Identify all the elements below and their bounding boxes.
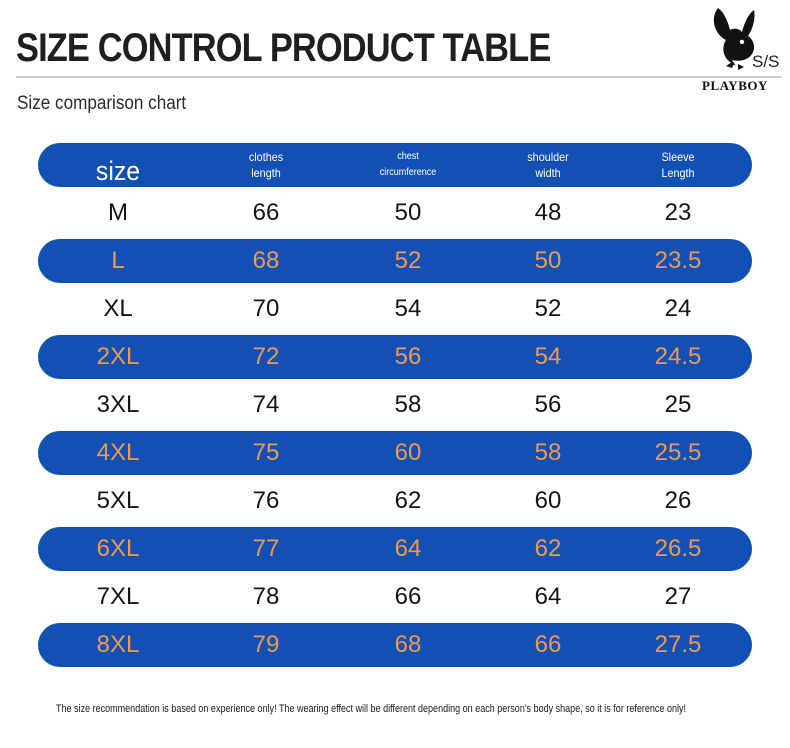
header-sleeve-length: Sleeve Length [614, 149, 742, 181]
season-label: S/S [752, 52, 780, 71]
cell-size: 5XL [96, 487, 140, 514]
cell-size: 8XL [96, 631, 140, 658]
cell-size: L [111, 247, 125, 274]
cell-clothes-length: 77 [252, 535, 280, 562]
header-line: clothes [248, 150, 284, 164]
cell-size: M [108, 199, 128, 226]
cell-shoulder: 50 [534, 247, 562, 274]
cell-chest: 64 [394, 535, 422, 562]
cell-shoulder: 66 [534, 631, 562, 658]
cell-sleeve: 27 [664, 583, 692, 610]
table-row: 2XL 72 56 54 24.5 [38, 335, 752, 379]
cell-shoulder: 54 [534, 343, 562, 370]
brand-wordmark: PLAYBOY [702, 78, 768, 93]
cell-size: 2XL [96, 343, 140, 370]
cell-chest: 68 [394, 631, 422, 658]
header-clothes-length: clothes length [198, 149, 334, 181]
header-line: circumference [379, 167, 437, 178]
table-row: M 66 50 48 23 [38, 191, 752, 235]
table-row: 8XL 79 68 66 27.5 [38, 623, 752, 667]
cell-shoulder: 62 [534, 535, 562, 562]
header-line: Length [661, 166, 695, 180]
bunny-head-icon [713, 8, 755, 70]
cell-chest: 52 [394, 247, 422, 274]
header-line: shoulder [527, 150, 569, 164]
cell-shoulder: 48 [534, 199, 562, 226]
cell-size: 6XL [96, 535, 140, 562]
header-line: Sleeve [661, 150, 695, 164]
table-row: L 68 52 50 23.5 [38, 239, 752, 283]
cell-clothes-length: 78 [252, 583, 280, 610]
cell-clothes-length: 75 [252, 439, 280, 466]
disclaimer-note: The size recommendation is based on expe… [56, 703, 686, 715]
cell-clothes-length: 68 [252, 247, 280, 274]
cell-chest: 54 [394, 295, 422, 322]
cell-chest: 56 [394, 343, 422, 370]
cell-sleeve: 25 [664, 391, 692, 418]
page-title: SIZE CONTROL PRODUCT TABLE [16, 26, 551, 70]
cell-sleeve: 25.5 [654, 439, 702, 466]
title-divider [16, 76, 782, 78]
header-line: width [535, 166, 561, 180]
cell-size: 7XL [96, 583, 140, 610]
cell-shoulder: 60 [534, 487, 562, 514]
cell-sleeve: 26.5 [654, 535, 702, 562]
cell-shoulder: 58 [534, 439, 562, 466]
cell-chest: 66 [394, 583, 422, 610]
cell-shoulder: 64 [534, 583, 562, 610]
table-row: 7XL 78 66 64 27 [38, 575, 752, 619]
cell-size: XL [103, 295, 133, 322]
cell-clothes-length: 72 [252, 343, 280, 370]
cell-clothes-length: 79 [252, 631, 280, 658]
cell-sleeve: 23.5 [654, 247, 702, 274]
cell-shoulder: 52 [534, 295, 562, 322]
cell-sleeve: 26 [664, 487, 692, 514]
cell-shoulder: 56 [534, 391, 562, 418]
cell-chest: 62 [394, 487, 422, 514]
header-chest-circumference: chest circumference [334, 149, 482, 181]
cell-clothes-length: 66 [252, 199, 280, 226]
table-row: XL 70 54 52 24 [38, 287, 752, 331]
table-row: 3XL 74 58 56 25 [38, 383, 752, 427]
cell-size: 3XL [96, 391, 140, 418]
header-line: chest [397, 151, 419, 162]
cell-chest: 58 [394, 391, 422, 418]
cell-chest: 60 [394, 439, 422, 466]
cell-clothes-length: 76 [252, 487, 280, 514]
cell-sleeve: 24 [664, 295, 692, 322]
cell-sleeve: 23 [664, 199, 692, 226]
size-table: size clothes length chest circumference … [38, 143, 752, 671]
cell-chest: 50 [394, 199, 422, 226]
header-shoulder-width: shoulder width [482, 149, 614, 181]
cell-clothes-length: 74 [252, 391, 280, 418]
cell-clothes-length: 70 [252, 295, 280, 322]
table-row: 5XL 76 62 60 26 [38, 479, 752, 523]
cell-size: 4XL [96, 439, 140, 466]
table-row: 4XL 75 60 58 25.5 [38, 431, 752, 475]
cell-sleeve: 27.5 [654, 631, 702, 658]
page-subtitle: Size comparison chart [17, 93, 187, 114]
table-header: size clothes length chest circumference … [38, 143, 752, 187]
table-row: 6XL 77 64 62 26.5 [38, 527, 752, 571]
cell-sleeve: 24.5 [654, 343, 702, 370]
header-line: length [251, 166, 281, 180]
brand-logo: S/S PLAYBOY [700, 4, 786, 94]
header-size: size [95, 155, 141, 186]
